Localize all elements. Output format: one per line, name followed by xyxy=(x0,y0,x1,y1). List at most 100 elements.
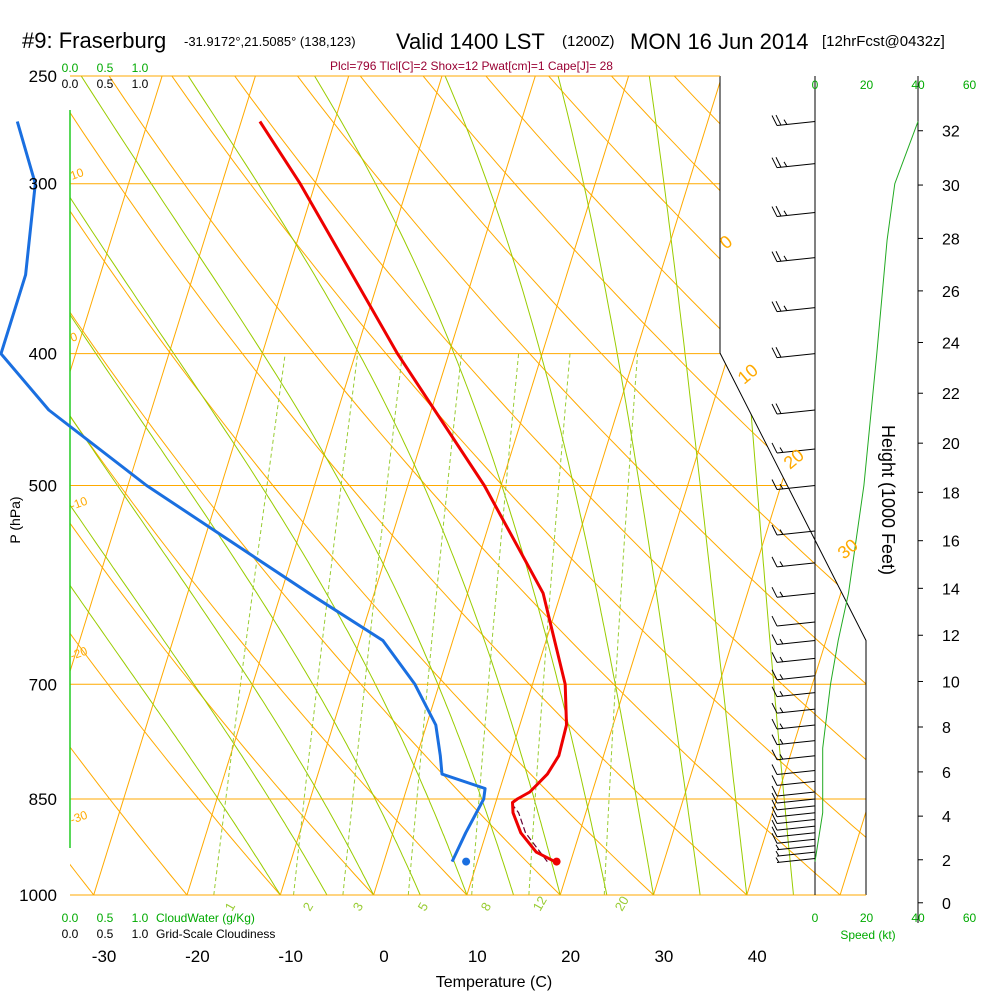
temperature-tick: 20 xyxy=(561,947,580,966)
barb-flag xyxy=(771,764,778,775)
barb-staff xyxy=(776,851,816,857)
isotherm xyxy=(70,76,163,895)
barb-half xyxy=(779,754,784,760)
height-tick: 22 xyxy=(942,386,960,403)
wind-barb xyxy=(771,792,816,804)
sounding-stats: Plcl=796 Tlcl[C]=2 Shox=12 Pwat[cm]=1 Ca… xyxy=(330,59,613,73)
wind-barb xyxy=(771,686,816,698)
barb-half xyxy=(779,638,784,645)
cloudiness-scale-bottom: 0.5 xyxy=(97,927,114,941)
barb-half xyxy=(779,656,784,663)
height-tick: 10 xyxy=(942,674,960,691)
wind-barb xyxy=(771,775,816,786)
mixing-ratio-label: 3 xyxy=(350,900,367,914)
barb-half xyxy=(779,561,784,567)
barb-staff xyxy=(776,818,816,824)
wind-barb xyxy=(771,652,816,663)
barb-flag xyxy=(771,524,778,536)
barb-flag xyxy=(775,403,782,414)
height-tick: 0 xyxy=(942,896,951,913)
barb-flag xyxy=(771,403,778,415)
mixing-ratio-label: 2 xyxy=(300,900,317,914)
mixing-ratio-label: 20 xyxy=(612,893,632,913)
barb-half xyxy=(779,723,784,729)
cloudwater-scale-top: 0.0 xyxy=(62,61,79,75)
moist-adiabat xyxy=(70,76,328,895)
barb-staff xyxy=(776,791,816,797)
dry-adiabat xyxy=(475,76,866,895)
dry-adiabat-label: -30 xyxy=(68,808,89,827)
dry-adiabat xyxy=(350,76,866,895)
temperature-tick: 40 xyxy=(748,947,767,966)
wind-barb xyxy=(771,718,816,730)
parcel-line xyxy=(512,805,548,862)
pressure-tick: 1000 xyxy=(19,886,57,905)
barb-half xyxy=(779,483,784,490)
station-coords: -31.9172°,21.5085° (138,123) xyxy=(184,34,356,49)
wind-barb xyxy=(771,799,816,811)
barb-staff xyxy=(776,120,816,126)
dry-adiabat-label: 30 xyxy=(834,535,862,563)
barb-staff xyxy=(776,353,816,359)
dry-adiabat xyxy=(412,76,866,895)
wind-barb xyxy=(771,556,816,568)
cloudwater-scale-bottom: 1.0 xyxy=(132,911,149,925)
dry-adiabat-label: 20 xyxy=(780,445,808,473)
barb-half xyxy=(779,707,784,713)
barb-flag xyxy=(771,157,778,168)
height-tick: 4 xyxy=(942,809,951,826)
wind-barb xyxy=(771,403,816,415)
temperature-tick: 10 xyxy=(468,947,487,966)
cloudiness-scale-top: 0.5 xyxy=(97,77,114,91)
cloudwater-scale-top: 0.5 xyxy=(97,61,114,75)
barb-half xyxy=(779,529,784,535)
barb-flag xyxy=(771,634,778,645)
mixing-ratio-line xyxy=(213,353,286,895)
wind-barb xyxy=(771,806,816,818)
barb-half xyxy=(779,738,784,745)
barb-flag xyxy=(771,251,778,262)
chart-grid xyxy=(70,76,866,895)
barb-flag xyxy=(771,652,778,663)
moist-adiabat xyxy=(187,76,561,895)
barb-flag xyxy=(771,556,778,568)
height-tick: 24 xyxy=(942,335,960,352)
speed-tick-top: 40 xyxy=(911,78,925,92)
height-tick: 2 xyxy=(942,853,951,870)
dry-adiabat-label: 10 xyxy=(734,360,762,388)
barb-staff xyxy=(776,845,816,851)
wind-barb xyxy=(771,251,816,263)
wind-barb xyxy=(771,826,816,838)
speed-tick-top: 60 xyxy=(963,78,977,92)
height-tick: 26 xyxy=(942,284,960,301)
temperature-tick: -20 xyxy=(185,947,210,966)
valid-date: MON 16 Jun 2014 xyxy=(630,29,809,54)
pressure-tick: 700 xyxy=(29,675,57,694)
barb-flag xyxy=(771,301,778,312)
chart-frame xyxy=(69,75,867,896)
height-tick: 6 xyxy=(942,765,951,782)
barb-flag xyxy=(775,205,782,217)
moist-adiabat xyxy=(557,76,701,895)
cloudwater-scale-bottom: 0.0 xyxy=(62,911,79,925)
dry-adiabat xyxy=(100,76,848,895)
barb-flag xyxy=(771,686,778,697)
barb-flag xyxy=(771,792,778,804)
wind-barb xyxy=(771,157,816,169)
barb-flag xyxy=(771,749,778,760)
dry-adiabat xyxy=(70,76,754,895)
wind-speed-line xyxy=(814,121,919,862)
barb-flag xyxy=(771,347,778,358)
dry-adiabat-label: 0 xyxy=(716,231,737,253)
wind-barb xyxy=(771,669,816,681)
wind-barb xyxy=(771,819,816,831)
speed-tick-top: 20 xyxy=(860,78,874,92)
profile-lines xyxy=(0,120,568,866)
wind-barb xyxy=(771,586,816,598)
moist-adiabat xyxy=(70,110,281,895)
pressure-tick: 500 xyxy=(29,477,57,496)
barb-flag xyxy=(771,115,778,126)
